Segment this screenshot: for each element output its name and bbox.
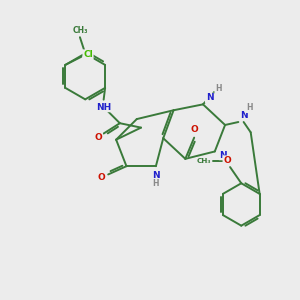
- Text: O: O: [223, 156, 231, 165]
- Text: Cl: Cl: [83, 50, 93, 59]
- Text: H: H: [153, 179, 159, 188]
- Text: O: O: [98, 173, 105, 182]
- Text: H: H: [246, 103, 253, 112]
- Text: N: N: [206, 93, 213, 102]
- Text: NH: NH: [96, 103, 111, 112]
- Text: N: N: [152, 170, 160, 179]
- Text: N: N: [219, 151, 227, 160]
- Text: H: H: [215, 84, 222, 93]
- Text: O: O: [191, 125, 199, 134]
- Text: CH₃: CH₃: [72, 26, 88, 35]
- Text: N: N: [240, 111, 248, 120]
- Text: CH₃: CH₃: [196, 158, 211, 164]
- Text: O: O: [94, 133, 102, 142]
